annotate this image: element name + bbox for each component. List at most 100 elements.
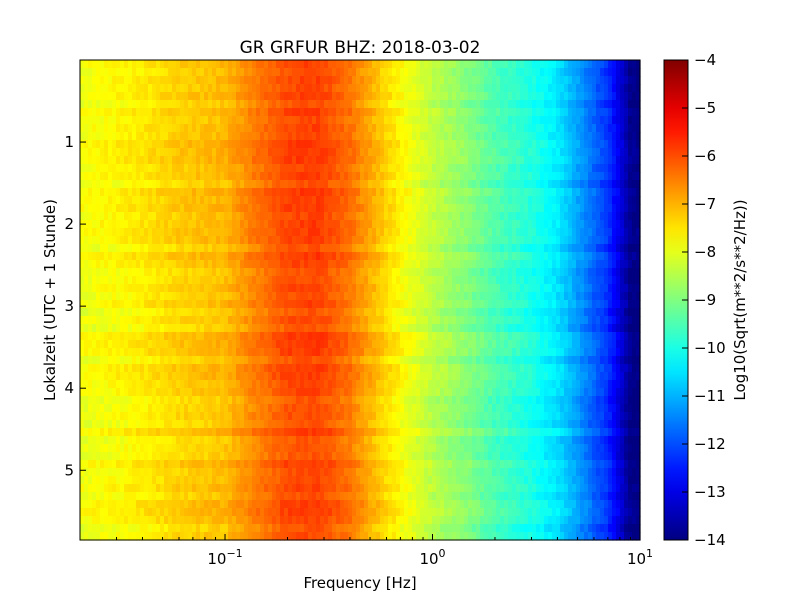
heatmap-cell (104, 196, 109, 205)
heatmap-cell (284, 204, 289, 213)
heatmap-cell (496, 140, 501, 149)
heatmap-cell (84, 68, 89, 77)
heatmap-cell (476, 244, 481, 253)
heatmap-cell (372, 164, 377, 173)
heatmap-cell (96, 252, 101, 261)
heatmap-cell (568, 140, 573, 149)
heatmap-cell (500, 84, 505, 93)
heatmap-cell (100, 308, 105, 317)
heatmap-cell (116, 268, 121, 277)
heatmap-cell (548, 212, 553, 221)
heatmap-cell (320, 300, 325, 309)
heatmap-cell (472, 84, 477, 93)
heatmap-cell (556, 92, 561, 101)
heatmap-cell (256, 60, 261, 69)
heatmap-cell (556, 276, 561, 285)
heatmap-cell (448, 92, 453, 101)
heatmap-cell (308, 60, 313, 69)
heatmap-cell (416, 156, 421, 165)
heatmap-cell (80, 308, 85, 317)
heatmap-cell (556, 324, 561, 333)
heatmap-cell (484, 108, 489, 117)
heatmap-cell (372, 140, 377, 149)
heatmap-cell (184, 164, 189, 173)
heatmap-cell (492, 228, 497, 237)
heatmap-cell (604, 164, 609, 173)
heatmap-cell (596, 116, 601, 125)
heatmap-cell (92, 260, 97, 269)
heatmap-cell (280, 252, 285, 261)
heatmap-cell (252, 148, 257, 157)
heatmap-cell (108, 164, 113, 173)
heatmap-cell (380, 236, 385, 245)
heatmap-cell (620, 68, 625, 77)
heatmap-cell (312, 68, 317, 77)
heatmap-cell (128, 204, 133, 213)
heatmap-cell (500, 164, 505, 173)
heatmap-cell (428, 156, 433, 165)
heatmap-cell (256, 164, 261, 173)
heatmap-cell (484, 268, 489, 277)
heatmap-cell (592, 108, 597, 117)
heatmap-cell (244, 324, 249, 333)
heatmap-cell (420, 308, 425, 317)
heatmap-cell (160, 228, 165, 237)
heatmap-cell (588, 300, 593, 309)
heatmap-cell (252, 84, 257, 93)
heatmap-cell (332, 284, 337, 293)
heatmap-cell (256, 332, 261, 341)
heatmap-cell (164, 108, 169, 117)
heatmap-cell (488, 84, 493, 93)
heatmap-cell (404, 76, 409, 85)
heatmap-cell (492, 196, 497, 205)
heatmap-cell (636, 284, 641, 293)
heatmap-cell (376, 60, 381, 69)
heatmap-cell (276, 236, 281, 245)
heatmap-cell (88, 132, 93, 141)
heatmap-cell (364, 276, 369, 285)
heatmap-cell (176, 292, 181, 301)
heatmap-cell (292, 260, 297, 269)
heatmap-cell (396, 244, 401, 253)
heatmap-cell (212, 196, 217, 205)
heatmap-cell (264, 276, 269, 285)
heatmap-cell (88, 284, 93, 293)
heatmap-cell (424, 148, 429, 157)
heatmap-cell (156, 252, 161, 261)
heatmap-cell (416, 140, 421, 149)
heatmap-cell (184, 324, 189, 333)
heatmap-cell (184, 316, 189, 325)
heatmap-cell (240, 252, 245, 261)
heatmap-cell (568, 156, 573, 165)
heatmap-cell (88, 244, 93, 253)
heatmap-cell (308, 244, 313, 253)
heatmap-cell (140, 132, 145, 141)
heatmap-cell (332, 292, 337, 301)
heatmap-cell (436, 316, 441, 325)
heatmap-cell (136, 244, 141, 253)
heatmap-cell (100, 92, 105, 101)
heatmap-cell (264, 236, 269, 245)
heatmap-cell (176, 260, 181, 269)
heatmap-cell (500, 228, 505, 237)
heatmap-cell (256, 284, 261, 293)
heatmap-cell (216, 132, 221, 141)
heatmap-cell (632, 260, 637, 269)
heatmap-cell (208, 332, 213, 341)
heatmap-cell (412, 108, 417, 117)
heatmap-cell (196, 164, 201, 173)
heatmap-cell (428, 108, 433, 117)
heatmap-cell (580, 212, 585, 221)
heatmap-cell (168, 340, 173, 349)
heatmap-cell (472, 204, 477, 213)
heatmap-cell (528, 332, 533, 341)
heatmap-cell (544, 276, 549, 285)
heatmap-cell (504, 196, 509, 205)
heatmap-cell (80, 236, 85, 245)
heatmap-cell (388, 220, 393, 229)
heatmap-cell (160, 100, 165, 109)
heatmap-cell (508, 236, 513, 245)
heatmap-cell (124, 124, 129, 133)
heatmap-cell (576, 68, 581, 77)
heatmap-cell (420, 260, 425, 269)
